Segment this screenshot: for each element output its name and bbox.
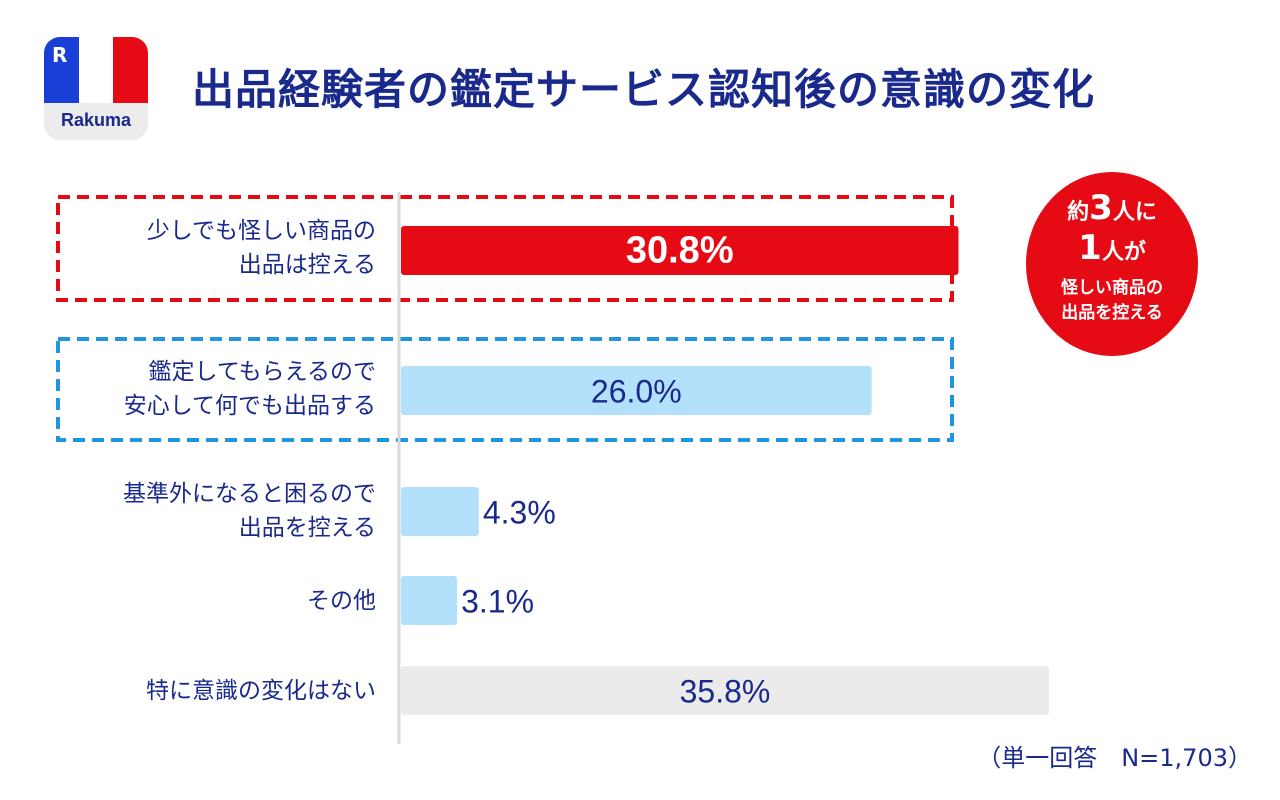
highlight-box-blue xyxy=(56,337,954,442)
logo-name: Rakuma xyxy=(60,110,132,130)
rakuma-logo: R Rakuma xyxy=(44,37,148,140)
bar-5 xyxy=(401,666,1049,715)
callout-badge: 約3人に 1人が 怪しい商品の 出品を控える xyxy=(1026,172,1198,356)
flag-white xyxy=(78,37,114,103)
badge-mid-2: 人が xyxy=(1101,240,1146,265)
flag-blue xyxy=(44,37,79,103)
bar-value-label-4: 3.1% xyxy=(461,584,534,620)
survey-note: （単一回答 N=1,703） xyxy=(977,744,1252,772)
category-label-3: 基準外になると困るので 出品を控える xyxy=(123,481,376,541)
page-title: 出品経験者の鑑定サービス認知後の意識の変化 xyxy=(192,65,1096,114)
badge-line-2: 1人が xyxy=(1026,228,1198,268)
bar-value-label-2: 26.0% xyxy=(591,374,682,410)
badge-number-2: 1 xyxy=(1078,228,1102,268)
bar-value-label-5: 35.8% xyxy=(680,674,771,710)
badge-number-1: 3 xyxy=(1089,188,1113,228)
bar-2 xyxy=(401,366,872,415)
bar-value-label-1: 30.8% xyxy=(626,230,734,272)
category-label-1: 少しでも怪しい商品の 出品は控える xyxy=(146,218,376,278)
category-label-5: 特に意識の変化はない xyxy=(146,678,376,704)
logo-mark: R xyxy=(52,43,68,67)
bar-value-label-3: 4.3% xyxy=(483,495,556,531)
badge-mid-1: 人に xyxy=(1112,200,1157,225)
category-label-2: 鑑定してもらえるので 安心して何でも出品する xyxy=(123,359,376,419)
badge-line-3: 怪しい商品の 出品を控える xyxy=(1061,278,1163,323)
bar-3 xyxy=(401,487,479,536)
flag-red xyxy=(113,37,148,103)
logo-flag xyxy=(44,37,148,103)
badge-prefix: 約 xyxy=(1067,200,1090,225)
bar-1 xyxy=(401,226,959,275)
bar-4 xyxy=(401,576,458,625)
category-label-4: その他 xyxy=(307,588,376,614)
badge-line-1: 約3人に xyxy=(1026,188,1198,228)
highlight-box-red xyxy=(56,195,954,302)
